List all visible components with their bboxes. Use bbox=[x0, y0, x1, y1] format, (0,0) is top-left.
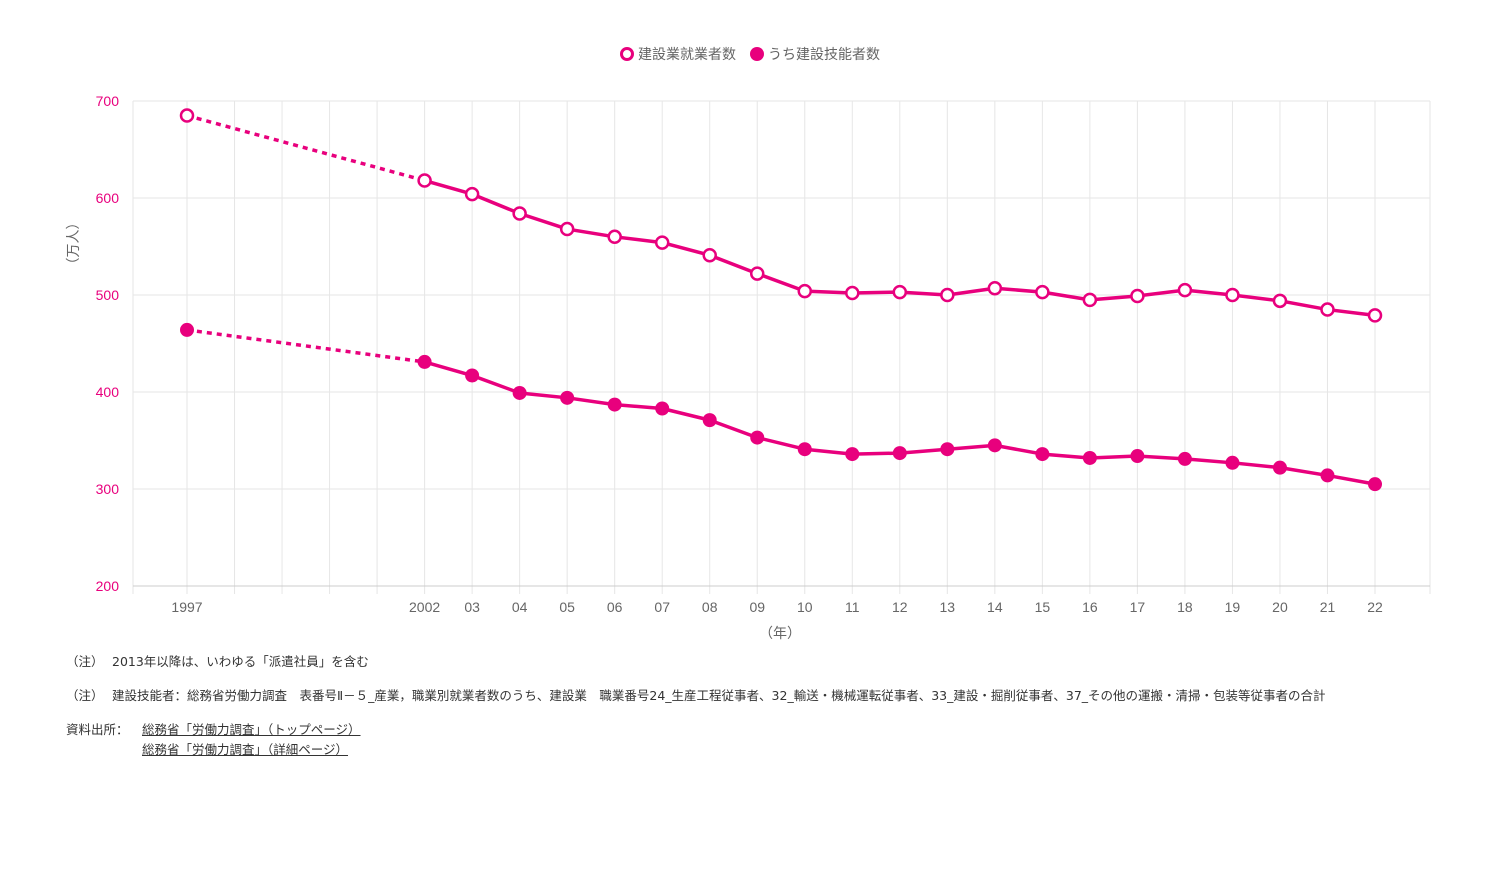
series-0-dashed-segment bbox=[186, 113, 426, 183]
series-0-point bbox=[892, 284, 908, 300]
legend-open-circle-icon bbox=[620, 47, 634, 61]
series-1-point bbox=[417, 354, 432, 369]
note-1: （注） 2013年以降は、いわゆる「派遣社員」を含む bbox=[66, 652, 1446, 672]
series-0-point bbox=[797, 283, 813, 299]
series-1-point bbox=[180, 322, 194, 337]
x-tick-label: 21 bbox=[1320, 599, 1336, 615]
source-link-detail-page[interactable]: 総務省「労働力調査」（詳細ページ） bbox=[142, 742, 349, 757]
series-1-point bbox=[1225, 455, 1240, 470]
series-1-point bbox=[512, 385, 527, 400]
series-1-point bbox=[845, 447, 860, 462]
x-tick-label: 15 bbox=[1035, 599, 1051, 615]
x-tick-label: 10 bbox=[797, 599, 813, 615]
series-1-dashed-segment bbox=[186, 328, 425, 364]
series-0-point bbox=[1130, 288, 1145, 304]
legend-item-skilled[interactable]: うち建設技能者数 bbox=[750, 44, 880, 64]
series-1-point bbox=[750, 430, 765, 445]
note-2-text: 建設技能者：総務省労働力調査 表番号Ⅱ－５_産業，職業別就業者数のうち、建設業 … bbox=[112, 688, 1326, 703]
series-1-point bbox=[1368, 477, 1382, 492]
y-tick-label: 300 bbox=[96, 481, 120, 497]
y-tick-label: 400 bbox=[96, 384, 120, 400]
series-1-point bbox=[607, 397, 622, 412]
y-axis-label: （万人） bbox=[66, 216, 82, 272]
x-tick-label: 17 bbox=[1130, 599, 1146, 615]
y-tick-label: 700 bbox=[96, 93, 120, 109]
source-section: 資料出所： 総務省「労働力調査」（トップページ） 総務省「労働力調査」（詳細ペー… bbox=[66, 720, 1446, 760]
series-0-point bbox=[1225, 287, 1240, 303]
note-2-prefix: （注） bbox=[66, 688, 104, 703]
note-1-text: 2013年以降は、いわゆる「派遣社員」を含む bbox=[112, 654, 369, 669]
legend-label-skilled: うち建設技能者数 bbox=[768, 47, 880, 63]
x-tick-label: 1997 bbox=[171, 599, 202, 615]
series-1-point bbox=[465, 368, 480, 383]
series-0-point bbox=[559, 221, 575, 237]
x-tick-label: 16 bbox=[1082, 599, 1098, 615]
series-1-point bbox=[892, 446, 907, 461]
series-0-point bbox=[940, 287, 955, 303]
series-0-point bbox=[702, 247, 717, 263]
x-tick-label: 18 bbox=[1177, 599, 1193, 615]
series-0-point bbox=[464, 186, 480, 202]
series-1-point bbox=[1035, 447, 1050, 462]
series-1-point bbox=[1082, 450, 1097, 465]
source-link-top-page[interactable]: 総務省「労働力調査」（トップページ） bbox=[142, 722, 361, 737]
series-0-point bbox=[512, 206, 527, 221]
series-1-point bbox=[1320, 468, 1335, 483]
series-0-point bbox=[1082, 292, 1098, 308]
series-0-point bbox=[987, 280, 1003, 296]
series-1-point bbox=[560, 390, 575, 405]
series-0-point bbox=[1320, 302, 1335, 317]
notes-section: （注） 2013年以降は、いわゆる「派遣社員」を含む （注） 建設技能者：総務省… bbox=[66, 652, 1446, 760]
series-1-point bbox=[940, 442, 955, 457]
x-axis-label: （年） bbox=[759, 626, 801, 642]
series-1-point bbox=[797, 442, 812, 457]
series-0-point bbox=[1272, 293, 1288, 309]
series-1-point bbox=[702, 413, 717, 428]
legend-filled-circle-icon bbox=[750, 47, 764, 61]
note-2: （注） 建設技能者：総務省労働力調査 表番号Ⅱ－５_産業，職業別就業者数のうち、… bbox=[66, 686, 1446, 706]
series-0-point bbox=[1367, 308, 1383, 323]
series-1-point bbox=[1272, 460, 1287, 475]
series-1-point bbox=[655, 401, 670, 416]
x-tick-label: 07 bbox=[654, 599, 670, 615]
series-0-point bbox=[179, 108, 195, 123]
x-tick-label: 2002 bbox=[409, 599, 440, 615]
legend-item-employed[interactable]: 建設業就業者数 bbox=[620, 44, 736, 64]
x-tick-label: 20 bbox=[1272, 599, 1288, 615]
x-tick-label: 12 bbox=[892, 599, 908, 615]
series-0-point bbox=[654, 235, 670, 250]
series-0-point bbox=[1035, 284, 1050, 300]
chart-legend: 建設業就業者数 うち建設技能者数 bbox=[0, 44, 1500, 64]
note-1-prefix: （注） bbox=[66, 654, 104, 669]
y-tick-label: 500 bbox=[96, 287, 120, 303]
line-chart: 200 300 400 500 600 700 1997 2002 03 04 05 06 07 08 09… bbox=[66, 93, 1431, 642]
legend-label-employed: 建設業就業者数 bbox=[638, 47, 736, 63]
series-1-point bbox=[1130, 449, 1145, 464]
source-label: 資料出所： bbox=[66, 722, 129, 737]
x-tick-label: 13 bbox=[940, 599, 956, 615]
x-tick-label: 06 bbox=[607, 599, 623, 615]
x-tick-label: 09 bbox=[749, 599, 765, 615]
y-tick-label: 200 bbox=[96, 578, 120, 594]
source-links: 総務省「労働力調査」（トップページ） 総務省「労働力調査」（詳細ページ） bbox=[142, 720, 361, 760]
x-tick-label: 19 bbox=[1225, 599, 1241, 615]
x-tick-label: 04 bbox=[512, 599, 528, 615]
x-tick-label: 11 bbox=[845, 599, 860, 615]
x-tick-label: 05 bbox=[559, 599, 575, 615]
x-tick-label: 08 bbox=[702, 599, 718, 615]
series-0-point bbox=[845, 285, 860, 301]
series-0-point bbox=[1177, 282, 1193, 298]
series-1-point bbox=[987, 438, 1002, 453]
y-tick-label: 600 bbox=[96, 190, 120, 206]
x-tick-label: 14 bbox=[987, 599, 1003, 615]
series-0-point bbox=[417, 173, 432, 188]
series-0-point bbox=[607, 229, 622, 245]
series-0-point bbox=[749, 266, 765, 281]
x-tick-label: 03 bbox=[464, 599, 480, 615]
series-1-point bbox=[1177, 451, 1192, 466]
x-tick-label: 22 bbox=[1367, 599, 1383, 615]
